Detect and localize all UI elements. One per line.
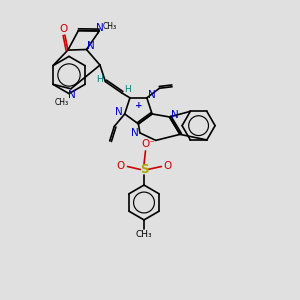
Text: N: N: [116, 106, 123, 116]
Text: N: N: [148, 90, 156, 100]
Text: H: H: [96, 75, 103, 84]
Text: +: +: [135, 101, 142, 110]
Text: CH₃: CH₃: [55, 98, 69, 107]
Text: O: O: [164, 161, 172, 171]
Text: O⁻: O⁻: [141, 139, 155, 149]
Text: N: N: [130, 128, 138, 139]
Text: CH₃: CH₃: [136, 230, 152, 239]
Text: O: O: [117, 161, 125, 171]
Text: H: H: [124, 85, 131, 94]
Text: N: N: [95, 22, 103, 33]
Text: N: N: [171, 110, 179, 119]
Text: O: O: [59, 23, 68, 34]
Text: N: N: [87, 41, 95, 51]
Text: CH₃: CH₃: [103, 22, 117, 31]
Text: S: S: [140, 163, 148, 176]
Text: N: N: [68, 90, 75, 100]
